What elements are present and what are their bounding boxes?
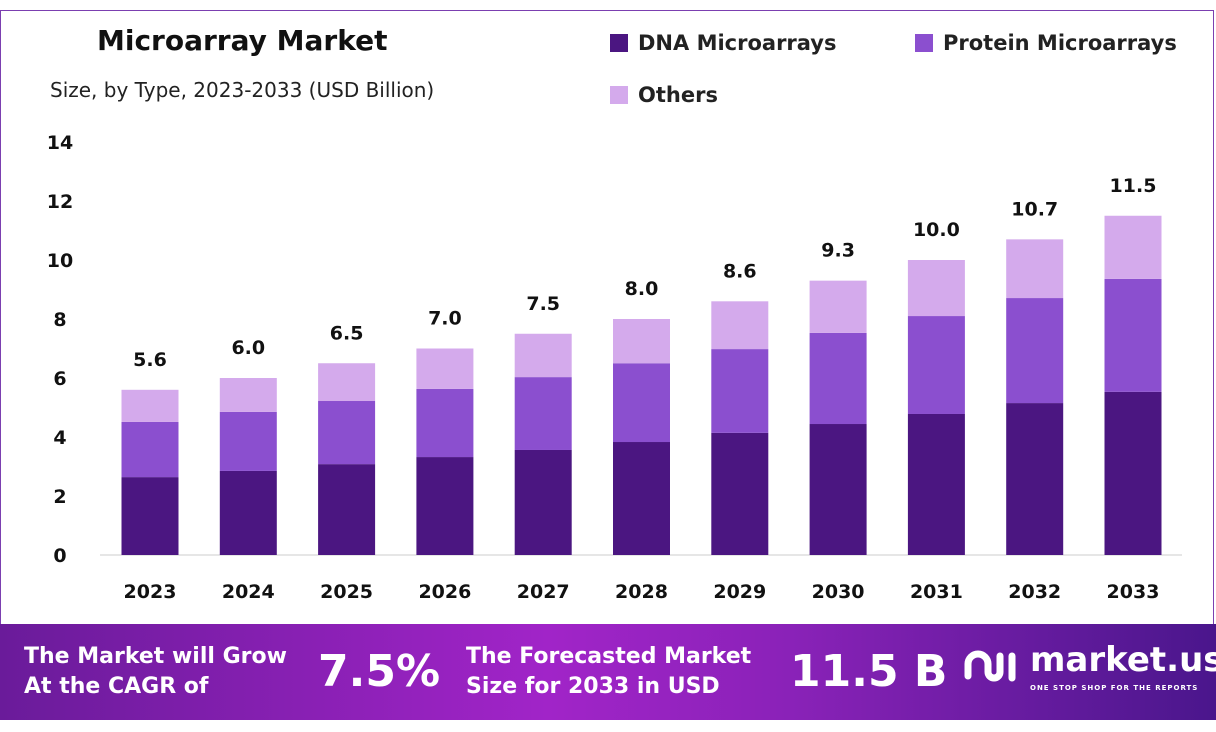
- bar-segment-dna-microarrays: [416, 457, 474, 555]
- bar-segment-protein-microarrays: [711, 349, 769, 433]
- bar-segment-dna-microarrays: [219, 470, 277, 555]
- total-data-label: 10.0: [913, 219, 960, 241]
- bar-segment-dna-microarrays: [809, 424, 867, 555]
- total-data-label: 6.5: [330, 322, 364, 344]
- bar-segment-others: [416, 348, 474, 389]
- x-tick-label: 2023: [124, 581, 177, 603]
- bar-segment-dna-microarrays: [613, 442, 670, 555]
- chart-subtitle: Size, by Type, 2023-2033 (USD Billion): [50, 78, 435, 102]
- bar-segment-others: [907, 260, 965, 317]
- y-tick-label: 12: [47, 191, 73, 213]
- bar-segment-protein-microarrays: [907, 316, 965, 414]
- y-tick-label: 10: [47, 250, 73, 272]
- x-tick-label: 2028: [615, 581, 668, 603]
- legend-label: DNA Microarrays: [638, 31, 837, 55]
- forecast-label-line: Size for 2033 in USD: [466, 674, 720, 699]
- footer-banner: The Market will Grow At the CAGR of 7.5%…: [0, 624, 1216, 720]
- bar-segment-others: [121, 389, 179, 422]
- forecast-value: 11.5 B: [790, 646, 948, 697]
- forecast-label-line: The Forecasted Market: [466, 644, 752, 669]
- legend-swatch: [610, 34, 628, 52]
- total-data-label: 11.5: [1110, 175, 1157, 197]
- total-data-label: 5.6: [133, 349, 167, 371]
- legend-label: Others: [638, 83, 718, 107]
- chart-title: Microarray Market: [97, 24, 388, 57]
- total-data-label: 7.5: [526, 293, 560, 315]
- x-tick-label: 2027: [517, 581, 570, 603]
- bar-segment-protein-microarrays: [613, 363, 670, 443]
- total-data-label: 7.0: [428, 308, 462, 330]
- total-data-label: 10.7: [1011, 198, 1058, 220]
- bar-segment-dna-microarrays: [514, 449, 572, 555]
- x-tick-label: 2032: [1008, 581, 1061, 603]
- x-tick-label: 2026: [418, 581, 471, 603]
- legend-item-protein: Protein Microarrays: [915, 31, 1177, 55]
- total-data-label: 8.0: [625, 278, 659, 300]
- bar-segment-others: [1006, 239, 1064, 299]
- logo-icon: [964, 650, 1016, 682]
- cagr-value: 7.5%: [318, 646, 441, 697]
- legend-label: Protein Microarrays: [943, 31, 1177, 55]
- bar-segment-protein-microarrays: [514, 377, 572, 450]
- y-tick-label: 2: [53, 486, 66, 508]
- bar-segment-others: [711, 301, 769, 350]
- y-tick-label: 0: [53, 545, 66, 567]
- legend-swatch: [915, 34, 933, 52]
- bar-segment-protein-microarrays: [1104, 278, 1162, 392]
- bar-segment-protein-microarrays: [1006, 298, 1064, 404]
- y-tick-label: 6: [53, 368, 66, 390]
- x-tick-label: 2031: [910, 581, 963, 603]
- bar-segment-dna-microarrays: [711, 432, 769, 555]
- y-tick-label: 8: [53, 309, 66, 331]
- y-tick-label: 14: [47, 132, 73, 154]
- bar-segment-protein-microarrays: [219, 411, 277, 471]
- bar-segment-others: [219, 378, 277, 412]
- bar-segment-dna-microarrays: [1104, 391, 1162, 555]
- chart-plot: 0 2 4 6 8 10 12 14 5.6 2023 6.0 2024 6.5 2025 7.0 2026 7…: [47, 132, 1182, 603]
- total-data-label: 9.3: [821, 240, 855, 262]
- bar-segment-others: [514, 333, 572, 378]
- bar-segment-dna-microarrays: [1006, 403, 1064, 555]
- bar-segment-dna-microarrays: [907, 413, 965, 555]
- cagr-label-line: The Market will Grow: [24, 644, 287, 669]
- bar-segment-protein-microarrays: [809, 332, 867, 425]
- cagr-label: The Market will Grow At the CAGR of: [24, 642, 287, 702]
- bar-segment-others: [318, 363, 376, 402]
- y-tick-label: 4: [53, 427, 66, 449]
- legend-item-dna: DNA Microarrays: [610, 31, 837, 55]
- total-data-label: 6.0: [231, 337, 265, 359]
- logo-text: market.us: [1030, 640, 1216, 680]
- cagr-label-line: At the CAGR of: [24, 674, 209, 699]
- forecast-label: The Forecasted Market Size for 2033 in U…: [466, 642, 751, 702]
- bar-segment-dna-microarrays: [121, 477, 179, 555]
- total-data-label: 8.6: [723, 260, 757, 282]
- bar-segment-others: [613, 319, 670, 364]
- x-tick-label: 2033: [1107, 581, 1160, 603]
- x-tick-label: 2025: [320, 581, 373, 603]
- x-tick-label: 2024: [222, 581, 275, 603]
- bar-segment-others: [809, 280, 867, 333]
- x-tick-label: 2030: [812, 581, 865, 603]
- bar-segment-protein-microarrays: [318, 401, 376, 465]
- bar-segment-others: [1104, 215, 1162, 279]
- bar-segment-protein-microarrays: [416, 388, 474, 458]
- bar-segment-dna-microarrays: [318, 464, 376, 555]
- x-tick-label: 2029: [713, 581, 766, 603]
- bar-segment-protein-microarrays: [121, 421, 179, 478]
- logo-tagline: ONE STOP SHOP FOR THE REPORTS: [1030, 684, 1199, 692]
- legend-swatch: [610, 86, 628, 104]
- legend-item-others: Others: [610, 83, 718, 107]
